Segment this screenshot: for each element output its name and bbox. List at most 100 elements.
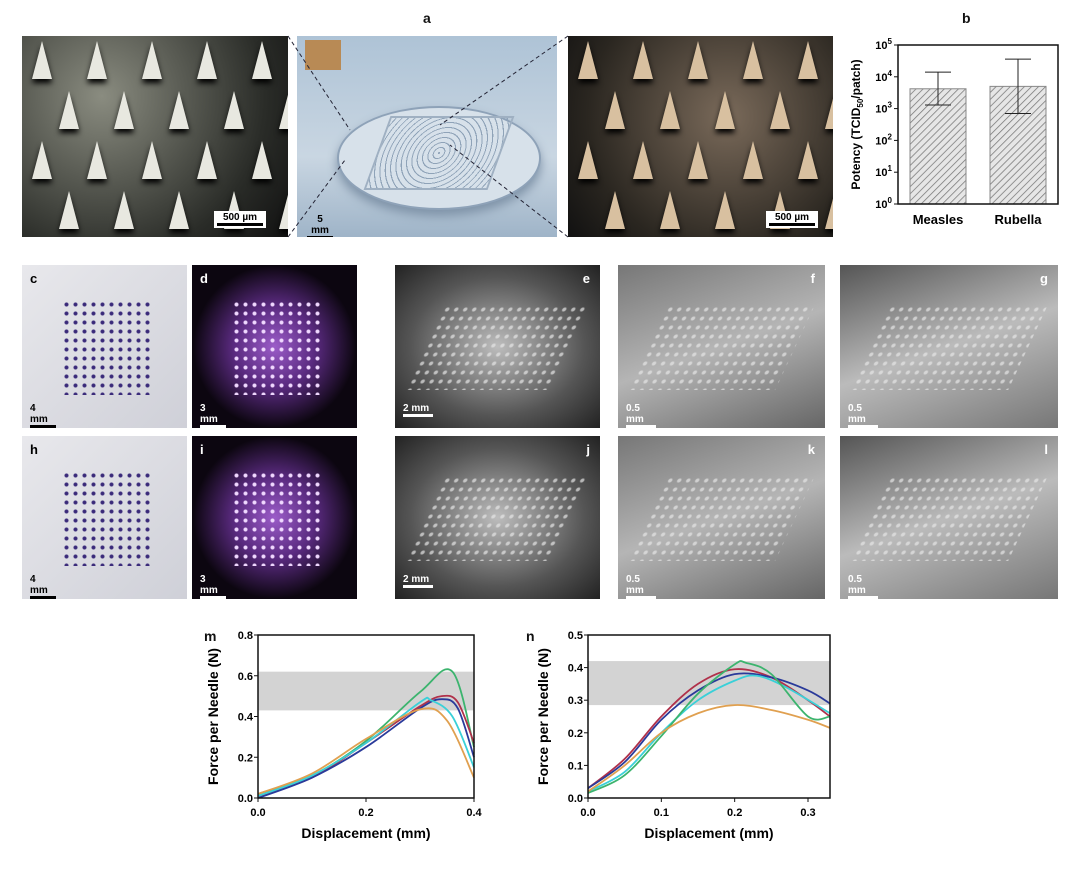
y-tick-label: 102 (875, 132, 892, 147)
scale-bar-label: 0.5 mm (626, 403, 644, 425)
bar-measles (909, 88, 967, 205)
x-tick-label: 0.0 (250, 807, 265, 819)
x-tick-label: Rubella (995, 212, 1043, 227)
series-line-4 (257, 696, 475, 797)
microneedle (252, 41, 272, 79)
microneedle-array (628, 305, 815, 390)
scale-bar: 2 mm (403, 574, 433, 589)
scale-bar-label: 500 µm (222, 212, 258, 223)
photo-panel-d: d 3 mm (192, 265, 357, 428)
microneedle (279, 191, 288, 229)
patch-overview-photo: 5 mm (297, 36, 557, 237)
photo-panel-e: e 2 mm (395, 265, 600, 428)
panel-label-c: c (30, 271, 38, 286)
series-line-5 (587, 704, 831, 793)
photo-panel-c: c 4 mm (22, 265, 187, 428)
microneedle (197, 41, 217, 79)
scale-bar: 4 mm (30, 403, 56, 428)
plot-frame (257, 634, 475, 799)
microneedle (114, 191, 134, 229)
panel-label-b: b (962, 10, 971, 26)
panel-label-e: e (582, 271, 590, 286)
microneedle (578, 41, 598, 79)
series-line-5 (257, 707, 475, 795)
microneedle (224, 91, 244, 129)
y-axis-label: Force per Needle (N) (205, 648, 221, 785)
x-axis-label: Displacement (mm) (301, 825, 430, 841)
microneedle (252, 141, 272, 179)
microneedle (715, 91, 735, 129)
microneedle (578, 141, 598, 179)
photo-panel-k: k 0.5 mm (618, 436, 825, 599)
x-tick-label: 0.3 (800, 807, 815, 819)
scale-bar: 4 mm (30, 574, 56, 599)
scale-bar: 0.5 mm (626, 574, 656, 599)
microneedle (142, 41, 162, 79)
panel-label-a: a (423, 10, 431, 26)
zoom-connector-lines (287, 35, 569, 238)
x-tick-label: Measles (913, 212, 964, 227)
microneedle (798, 41, 818, 79)
microneedle (59, 191, 79, 229)
scale-bar-label: 4 mm (30, 403, 48, 425)
y-tick-label: 0.5 (568, 630, 583, 642)
panel-label-m: m (204, 628, 217, 644)
panel-label-d: d (200, 271, 208, 286)
panel-label-n: n (526, 628, 535, 644)
photo-panel-l: l 0.5 mm (840, 436, 1058, 599)
microneedle (825, 191, 833, 229)
x-axis-label: Displacement (mm) (644, 825, 773, 841)
microneedle-array (628, 476, 815, 561)
scale-bar-label: 3 mm (200, 403, 218, 425)
panel-label-j: j (586, 442, 590, 457)
series-line-4 (587, 660, 831, 794)
microneedle (32, 41, 52, 79)
microneedle (59, 91, 79, 129)
microneedle (197, 141, 217, 179)
microneedle (688, 141, 708, 179)
scale-bar: 500 µm (214, 211, 266, 228)
scale-bar-label: 2 mm (403, 403, 430, 414)
y-tick-label: 0.8 (238, 630, 253, 642)
series-line-3 (587, 674, 831, 793)
photo-panel-f: f 0.5 mm (618, 265, 825, 428)
panel-label-k: k (807, 442, 815, 457)
scale-bar-label: 2 mm (403, 574, 430, 585)
plot-frame (587, 634, 831, 799)
microneedle (87, 41, 107, 79)
x-tick-label: 0.2 (727, 807, 742, 819)
y-tick-label: 101 (875, 164, 892, 179)
x-tick-label: 0.4 (466, 807, 482, 819)
photo-panel-g: g 0.5 mm (840, 265, 1058, 428)
scale-bar-label: 5 mm (311, 214, 329, 236)
microneedle-array (232, 300, 322, 395)
scale-bar: 0.5 mm (626, 403, 656, 428)
panel-label-f: f (810, 271, 815, 286)
microneedle (770, 91, 790, 129)
scale-bar-label: 4 mm (30, 574, 48, 596)
scale-bar: 3 mm (200, 574, 226, 599)
microneedle-closeup-photo-1: 500 µm (22, 36, 288, 237)
panel-label-g: g (1040, 271, 1048, 286)
y-tick-label: 103 (875, 101, 892, 116)
microneedle (688, 41, 708, 79)
microneedle-array (850, 305, 1048, 390)
microneedle-array (62, 300, 152, 395)
microneedle-array (405, 305, 590, 390)
microneedle (633, 141, 653, 179)
photo-panel-h: h 4 mm (22, 436, 187, 599)
microneedle (114, 91, 134, 129)
microneedle-array (62, 471, 152, 566)
scale-bar-label: 0.5 mm (848, 574, 866, 596)
y-tick-label: 0.6 (238, 671, 253, 683)
microneedle (715, 191, 735, 229)
microneedle (279, 91, 288, 129)
y-tick-label: 0.4 (238, 712, 254, 724)
scale-bar: 3 mm (200, 403, 226, 428)
x-tick-label: 0.2 (358, 807, 373, 819)
x-tick-label: 0.1 (654, 807, 669, 819)
microneedle (32, 141, 52, 179)
microneedle (169, 191, 189, 229)
y-tick-label: 0.2 (568, 728, 583, 740)
y-tick-label: 0.0 (568, 793, 583, 805)
